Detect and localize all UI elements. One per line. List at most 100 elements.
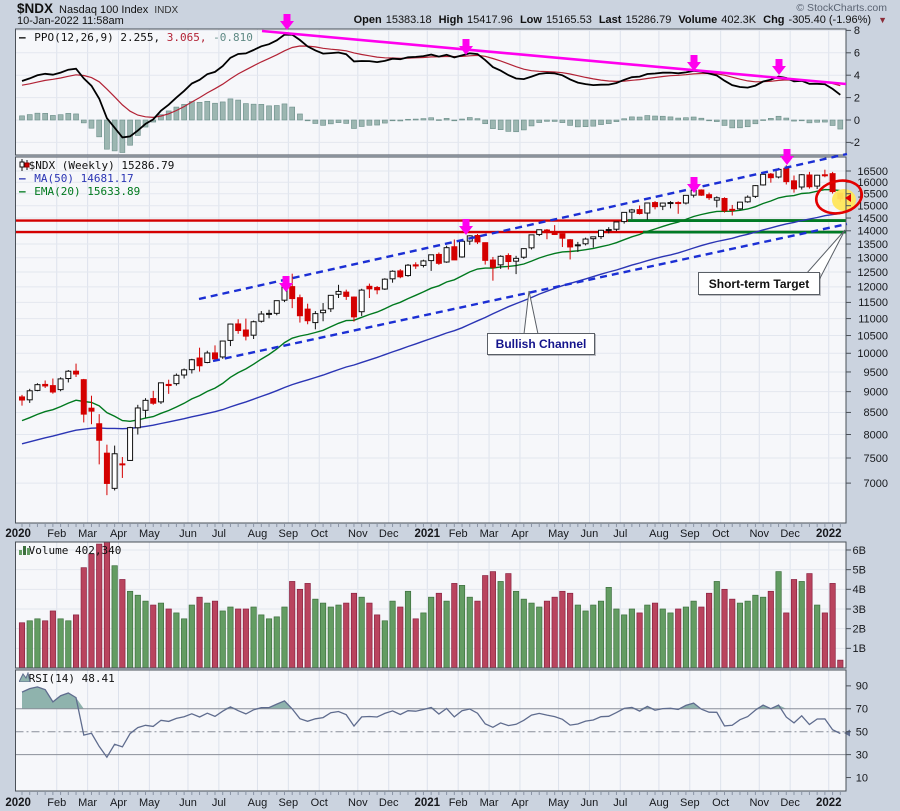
ppo-histogram-bar (798, 119, 805, 122)
axis-tick-label: 15500 (857, 189, 888, 201)
ppo-panel-border (15, 28, 847, 156)
volume-bar (320, 602, 327, 668)
ppo-line-swatch: — (19, 31, 26, 44)
volume-bar (682, 606, 689, 668)
volume-bar (34, 618, 41, 668)
ppo-histogram-bar (281, 103, 288, 121)
candle (605, 229, 612, 232)
axis-tick-label: 6 (854, 48, 860, 60)
candle (428, 254, 435, 262)
ppo-histogram-bar (320, 119, 326, 126)
month-label: Sep (680, 797, 700, 809)
ppo-histogram-bar (683, 117, 689, 121)
candle (134, 407, 141, 429)
candle (49, 385, 56, 393)
ppo-histogram-bar (466, 117, 473, 121)
month-label: Mar (480, 797, 499, 809)
axis-tick-label: 2 (854, 92, 860, 104)
ppo-histogram-bar (690, 116, 697, 121)
rsi-legend: RSI(14) 48.41 (19, 672, 115, 685)
candle (258, 313, 265, 322)
month-label: Jun (179, 528, 197, 540)
month-label: May (139, 797, 160, 809)
ppo-histogram-bar (551, 119, 558, 122)
candle (559, 233, 566, 239)
ppo-histogram-bar (605, 119, 612, 124)
volume-bar (559, 590, 566, 668)
ppo-histogram-bar (50, 115, 56, 121)
volume-bar (312, 598, 319, 668)
ppo-histogram-bar (713, 119, 720, 122)
candle (312, 313, 319, 324)
candle (26, 390, 33, 401)
candle (513, 257, 520, 262)
axis-tick-label: 10500 (857, 330, 888, 342)
volume-bar (613, 608, 620, 668)
candle (798, 174, 805, 188)
candle (219, 340, 226, 358)
ppo-histogram-bar (520, 119, 527, 131)
ppo-downtrend-line (261, 29, 847, 86)
axis-tick-label: 16000 (857, 177, 888, 189)
ppo-histogram-bar (258, 104, 265, 121)
volume-bar (181, 618, 188, 668)
chg-dropdown-icon[interactable]: ▼ (878, 15, 887, 25)
volume-bar (127, 590, 134, 668)
volume-bar (65, 620, 72, 668)
ppo-histogram-bar (791, 119, 797, 122)
candle (127, 427, 134, 461)
volume-bar (636, 612, 643, 668)
candle (96, 423, 103, 441)
volume-bar (227, 606, 234, 668)
volume-bar (250, 606, 257, 668)
ppo-histogram-bar (675, 117, 682, 121)
volume-bar (296, 588, 303, 668)
ppo-histogram-bar (88, 119, 95, 129)
volume-bar (451, 583, 458, 668)
volume-bar (775, 571, 782, 668)
volume-bar (57, 618, 64, 668)
volume-bar (150, 604, 157, 668)
volume-bar (713, 581, 720, 668)
ppo-histogram-bar (744, 119, 751, 128)
candle (212, 352, 218, 360)
candle (165, 383, 172, 387)
axis-tick-label: 30 (856, 749, 868, 761)
volume-bar (814, 604, 821, 668)
candle (744, 196, 751, 203)
month-label: Jul (212, 528, 226, 540)
ppo-panel (15, 29, 846, 155)
price-down-arrow (459, 219, 473, 235)
ppo-down-arrow (459, 39, 473, 55)
month-label: Nov (749, 528, 769, 540)
candle (590, 236, 597, 240)
ppo-label: PPO(12,26,9) (34, 31, 114, 44)
candle (235, 323, 242, 332)
volume-legend-text: Volume 402,340 (28, 544, 122, 557)
month-label: Nov (749, 797, 769, 809)
ppo-histogram-bar (636, 116, 643, 121)
candle (752, 185, 759, 197)
month-label: 2021 (415, 797, 441, 809)
ppo-histogram-bar (536, 119, 543, 123)
price-down-arrow (780, 149, 794, 165)
symbol: $NDX (17, 1, 54, 16)
ema20-legend-text: EMA(20) 15633.89 (34, 185, 141, 198)
volume-bar (134, 594, 141, 668)
axis-tick-label: 50 (856, 727, 868, 739)
candle (729, 208, 736, 211)
volume-bar (18, 622, 26, 668)
price-down-arrow (279, 276, 293, 292)
ppo-histogram-bar (26, 114, 33, 121)
ppo-histogram-bar (528, 119, 535, 127)
ma50-legend: — MA(50) 14681.17 (19, 172, 134, 185)
ppo-histogram-bar (304, 119, 311, 122)
volume-bar (597, 600, 605, 668)
ppo-histogram-bar (327, 119, 334, 125)
axis-tick-label: 13500 (857, 239, 888, 251)
ppo-histogram-bar (544, 119, 550, 122)
candle (736, 201, 743, 210)
price-legend: $NDX (Weekly) 15286.79 (19, 159, 174, 172)
ppo-histogram-bar (212, 102, 218, 121)
